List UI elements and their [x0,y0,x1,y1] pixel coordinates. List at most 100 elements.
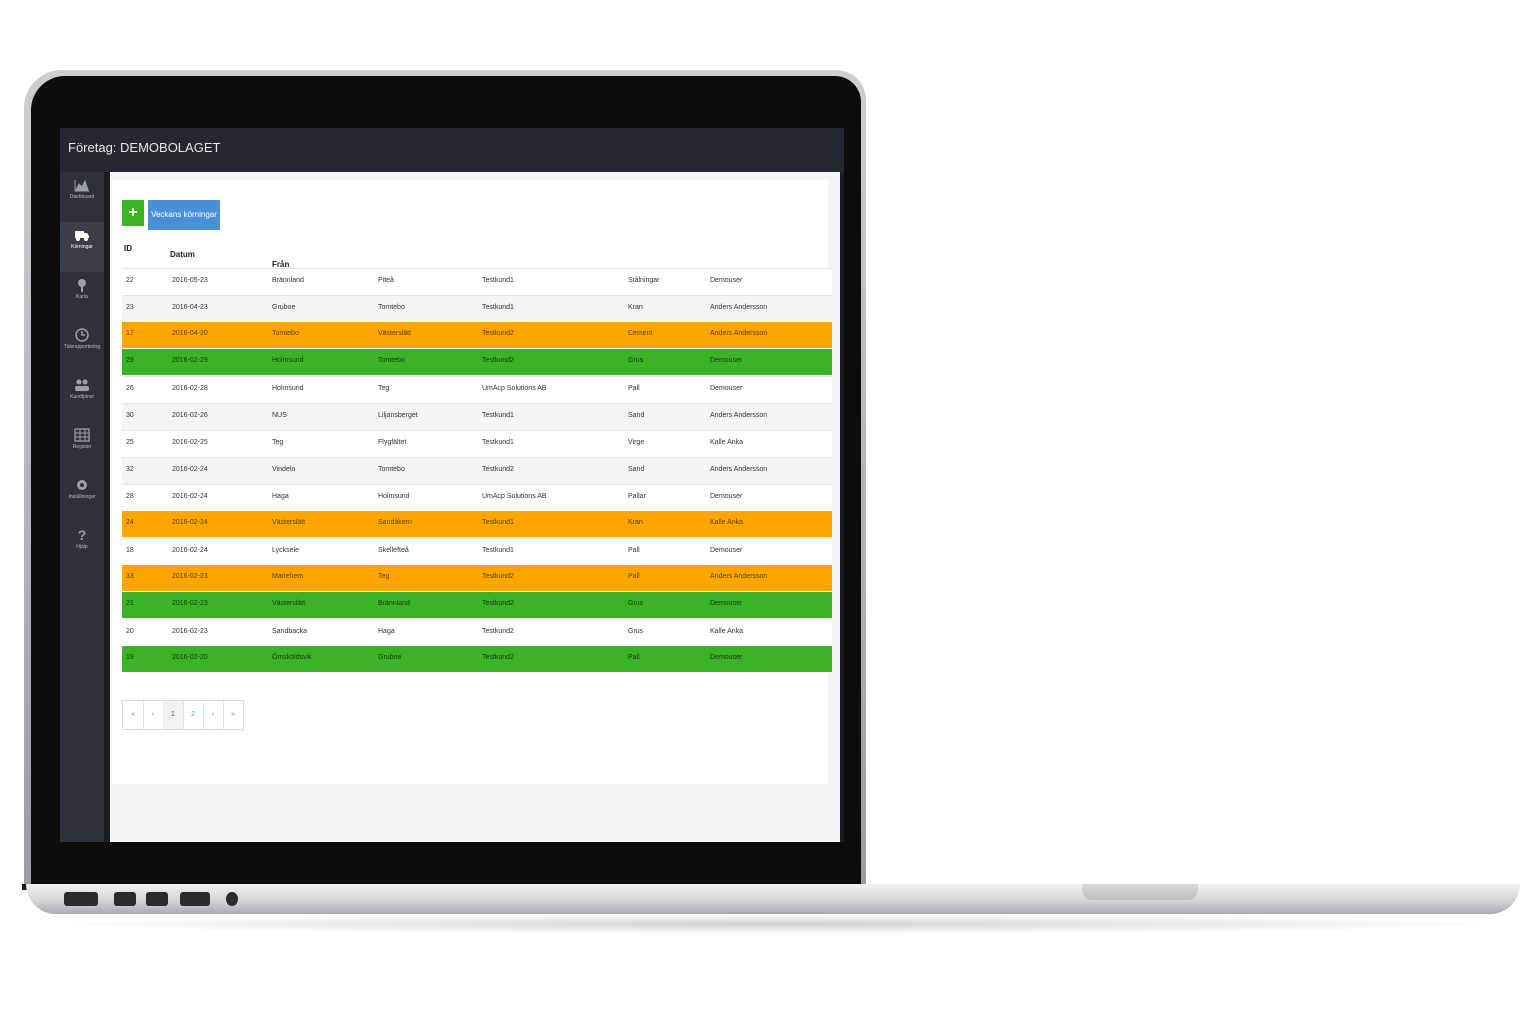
cell-fran: Ömsköldsvik [272,654,312,661]
table-row[interactable]: 22 2016-05-23 Brännland Piteå Testkund1 Ståln… [122,268,832,295]
sidebar-item-register[interactable]: Register [60,422,104,472]
cell-kund: Testkund1 [482,412,514,419]
table-row[interactable]: 17 2016-04-20 Tomtebo Västerslätt Testkund2 C… [122,322,832,348]
sidebar-item-korningar[interactable]: Körningar [60,222,104,272]
cell-fran: Brännland [272,277,304,284]
table-row[interactable]: 24 2016-02-24 Västerslätt Sandåkern Testkund… [122,511,832,537]
cell-gods: Stålningar [628,277,660,284]
cell-fran: Västerslätt [272,600,306,607]
table-row[interactable]: 30 2016-02-26 NUS Liljansberget Testkund1 San… [122,403,832,430]
users-icon [75,379,89,391]
cell-fran: Gruboe [272,304,296,311]
cell-till: Brännland [378,600,410,607]
pagination-first[interactable]: « [123,701,144,729]
weekly-runs-button[interactable]: Veckans körningar [148,200,220,230]
table-row[interactable]: 19 2016-02-20 Ömsköldsvik Gruboe Testkund2 Pa… [122,646,832,672]
cell-fran: Sandbacka [272,628,308,635]
cell-till: Holmsund [378,493,410,500]
cell-datum: 2016-02-24 [172,493,208,500]
table-row[interactable]: 32 2016-02-24 Vindeln Tomtebo Testkund2 Sand A… [122,457,832,484]
table-row[interactable]: 26 2016-02-28 Holmsund Teg UmAcp Solutions A… [122,376,832,403]
cell-till: Tomtebo [378,466,405,473]
cell-gods: Pall [628,547,640,554]
cell-gods: Virge [628,439,645,446]
cell-fran: Lycksele [272,547,299,554]
cell-forare: Kalle Anka [710,519,744,526]
sidebar-item-kundtjanst[interactable]: Kundtjänst [60,372,104,422]
sidebar-item-label: Tidsrapportering [63,344,101,350]
cell-datum: 2016-02-23 [172,628,208,635]
cell-till: Gruboe [378,654,402,661]
table-row[interactable]: 21 2016-02-23 Västerslätt Brännland Testkund… [122,592,832,618]
cell-gods: Kran [628,304,643,311]
cell-fran: Holmsund [272,385,304,392]
cell-kund: UmAcp Solutions AB [482,385,547,392]
column-header-fran[interactable]: Från [272,260,290,269]
sidebar-item-dashboard[interactable]: Dashboard [60,172,104,222]
thunderbolt-port-icon [114,892,136,906]
sidebar-item-tidsrapportering[interactable]: Tidsrapportering [60,322,104,372]
sidebar-item-label: Karta [76,294,88,300]
cell-till: Skellefteå [378,547,409,554]
cell-till: Teg [378,385,390,392]
table-row[interactable]: 20 2016-02-23 Sandbacka Haga Testkund2 Grus Ka… [122,619,832,646]
cell-id: 30 [126,412,134,419]
cell-datum: 2016-04-23 [172,304,208,311]
cell-datum: 2016-04-20 [172,330,208,337]
sidebar-item-hjalp[interactable]: ? Hjälp [60,522,104,572]
cell-id: 25 [126,439,134,446]
cell-kund: Testkund2 [482,654,514,661]
table-row[interactable]: 23 2016-04-23 Gruboe Tomtebo Testkund1 Kran An… [122,295,832,322]
cell-forare: Demouser [710,357,743,364]
cell-forare: Demouser [710,547,743,554]
cell-kund: Testkund2 [482,466,514,473]
app-screen: Företag: DEMOBOLAGET Dashboard Körningar… [60,128,844,842]
sidebar-item-karta[interactable]: Karta [60,272,104,322]
table-row[interactable]: 25 2016-02-25 Teg Flygfältet Testkund1 Virge K… [122,430,832,457]
pagination-last[interactable]: » [231,711,235,718]
sidebar-item-installningar[interactable]: Inställningar [60,472,104,522]
sidebar-item-label: Körningar [71,244,93,250]
cell-kund: Testkund2 [482,600,514,607]
cell-gods: Grus [628,600,644,607]
cell-forare: Demouser [710,654,743,661]
pagination-next[interactable]: › [203,701,224,729]
table-icon [74,428,90,442]
cell-datum: 2016-02-26 [172,412,208,419]
cell-forare: Kalle Anka [710,439,744,446]
cell-id: 19 [126,654,134,661]
magsafe-port-icon [64,892,98,906]
cell-datum: 2016-02-29 [172,357,208,364]
cell-datum: 2016-02-24 [172,466,208,473]
cell-forare: Anders Andersson [710,412,768,419]
table-row[interactable]: 29 2016-02-29 Holmsund Tomtebo Testkund2 Grus… [122,349,832,375]
cell-id: 18 [126,547,134,554]
sidebar-item-label: Dashboard [69,194,95,200]
company-title: Företag: DEMOBOLAGET [68,140,221,155]
cell-gods: Pallar [628,493,646,500]
cell-kund: Testkund2 [482,573,514,580]
cell-fran: Västerslätt [272,519,306,526]
pagination-page-2[interactable]: 2 [183,701,204,729]
table-row[interactable]: 28 2016-02-24 Haga Holmsund UmAcp Solutions … [122,484,832,511]
thunderbolt-port-icon [146,892,168,906]
cell-id: 20 [126,628,134,635]
column-header-id[interactable]: ID [124,244,132,253]
table-row[interactable]: 18 2016-02-24 Lycksele Skellefteå Testkund1 P… [122,538,832,565]
cell-forare: Anders Andersson [710,573,768,580]
clock-icon [75,328,89,342]
add-button[interactable]: + [122,200,144,226]
cell-forare: Anders Andersson [710,466,768,473]
table-row[interactable]: 33 2016-02-23 Mariehem Teg Testkund2 Pall Ande… [122,565,832,591]
cell-till: Teg [378,573,390,580]
cell-till: Västerslätt [378,330,412,337]
cell-fran: Vindeln [272,466,296,473]
cell-fran: Teg [272,439,284,446]
cell-id: 33 [126,573,134,580]
column-header-datum[interactable]: Datum [170,250,195,259]
laptop-opening-notch [1082,884,1198,900]
pagination-prev[interactable]: ‹ [143,701,164,729]
pagination-page-1[interactable]: 1 [163,701,184,729]
cell-id: 28 [126,493,134,500]
cell-id: 22 [126,277,134,284]
